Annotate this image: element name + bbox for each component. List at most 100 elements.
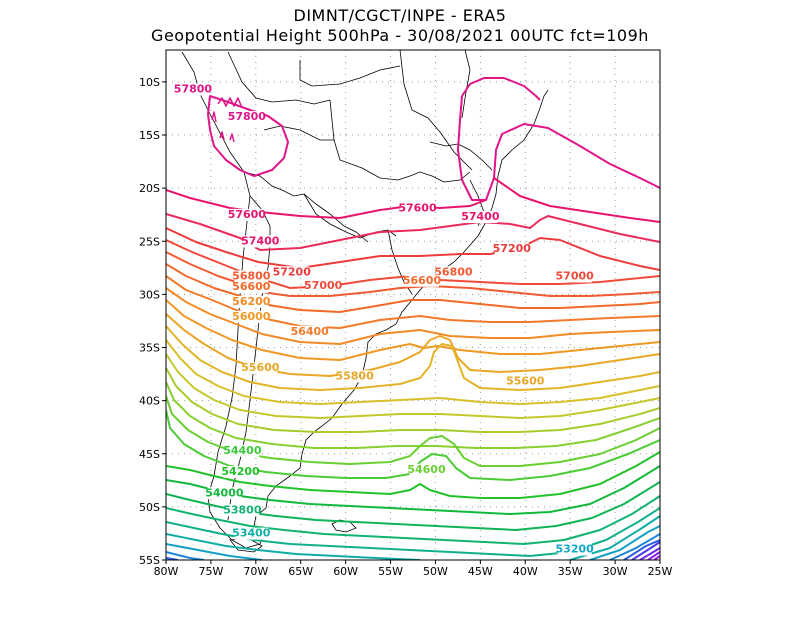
contour-label-bg [337, 370, 372, 383]
contour-label: 54200 [221, 465, 260, 478]
country-border-1 [227, 51, 331, 105]
contour-label-bg [234, 310, 269, 323]
contour-label-bg [243, 235, 278, 248]
contour-label: 57200 [493, 242, 532, 255]
lat-tick-label: 20S [139, 182, 160, 195]
lon-tick-label: 35W [558, 565, 583, 578]
chart-title: DIMNT/CGCT/INPE - ERA5 [293, 6, 507, 25]
contour-53000 [166, 525, 660, 560]
contour-label-bg [400, 202, 435, 215]
contour-53600 [166, 495, 660, 545]
contour-57800-east [457, 77, 660, 201]
contour-52200 [639, 547, 660, 560]
contour-53400 [166, 507, 660, 557]
contour-label: 54400 [223, 444, 262, 457]
contour-52800 [166, 533, 660, 560]
lon-tick-label: 50W [423, 565, 448, 578]
lat-tick-label: 45S [139, 448, 160, 461]
country-border-10 [429, 141, 493, 171]
contour-label-bg [243, 361, 278, 374]
contour-label-bg [175, 83, 210, 96]
north-brazil-coast [461, 50, 471, 119]
contour-label-bg [274, 266, 309, 279]
contour-label: 57800 [228, 110, 267, 123]
contour-57800-cell-2 [211, 111, 235, 143]
contour-label: 57200 [273, 265, 312, 278]
contour-label: 54600 [407, 463, 446, 476]
plot-frame [165, 49, 661, 561]
contour-54600 [166, 395, 660, 467]
contour-56800 [166, 251, 660, 297]
contour-55000 [166, 367, 660, 433]
lat-tick-label: 50S [139, 501, 160, 514]
contour-label-bg [234, 296, 269, 308]
contour-label: 57600 [228, 208, 267, 221]
contour-label: 57800 [174, 83, 213, 96]
lon-tick-label: 25W [648, 565, 673, 578]
contour-57600 [166, 177, 660, 223]
lat-tick-label: 25S [139, 235, 160, 248]
lon-tick-label: 60W [333, 565, 358, 578]
lon-tick-label: 30W [603, 565, 628, 578]
contour-label: 56600 [232, 280, 271, 293]
contour-label-bg [404, 274, 439, 287]
contour-label-bg [463, 211, 498, 223]
contour-54200 [166, 451, 660, 499]
contour-label-bg [436, 266, 471, 279]
lon-tick-label: 70W [243, 565, 268, 578]
falklands [331, 519, 357, 533]
lon-tick-label: 40W [513, 565, 538, 578]
contour-label-bg [234, 281, 269, 294]
contour-label-bg [234, 270, 269, 283]
contour-label-bg [225, 504, 260, 517]
contour-label: 54000 [205, 486, 244, 499]
contour-label-bg [306, 280, 341, 293]
contour-label: 57000 [304, 279, 343, 292]
contour-label: 56600 [403, 274, 442, 287]
contour-56000 [166, 299, 660, 361]
contour-label: 55800 [335, 369, 374, 382]
country-border-6 [303, 193, 397, 239]
lon-tick-label: 80W [154, 565, 179, 578]
contour-52400 [631, 541, 660, 560]
country-border-3 [329, 99, 471, 183]
contour-label: 57400 [461, 210, 500, 223]
chart-subtitle: Geopotential Height 500hPa - 30/08/2021 … [151, 26, 649, 45]
contour-label-bg [292, 325, 327, 338]
lon-tick-label: 55W [378, 565, 403, 578]
contour-label: 57400 [241, 234, 280, 247]
contour-52000 [647, 551, 660, 560]
contour-label-bg [409, 463, 444, 476]
contour-label: 56800 [434, 265, 473, 278]
lat-tick-label: 15S [139, 129, 160, 142]
contour-label: 56800 [232, 270, 271, 283]
country-border-9 [263, 125, 334, 141]
contour-label: 57000 [556, 270, 595, 283]
contour-label-bg [207, 487, 242, 500]
contour-56600 [166, 263, 660, 313]
contour-label-bg [229, 111, 264, 124]
contour-55200 [166, 353, 660, 419]
contour-label-bg [223, 466, 258, 478]
contour-label-bg [229, 208, 264, 221]
country-border-5 [227, 195, 271, 521]
contour-55600 [166, 325, 660, 391]
contour-label: 56000 [232, 310, 271, 323]
lat-tick-label: 55S [139, 554, 160, 567]
contour-51800 [653, 555, 660, 560]
contour-labels: 57800 57800 57600 57600 57400 57400 57200 57200… [174, 83, 594, 556]
contour-label-bg [234, 527, 269, 540]
lat-tick-label: 30S [139, 288, 160, 301]
contour-label: 55600 [506, 375, 545, 388]
contour-label-bg [557, 543, 592, 556]
contour-53800 [166, 481, 660, 531]
contour-label-bg [557, 270, 592, 283]
contour-55400 [166, 339, 660, 405]
contour-56400 [166, 275, 660, 329]
contour-label-bg [494, 242, 529, 255]
contour-label: 57600 [398, 202, 437, 215]
contour-57800-cell [217, 97, 243, 109]
contour-56200 [166, 287, 660, 345]
